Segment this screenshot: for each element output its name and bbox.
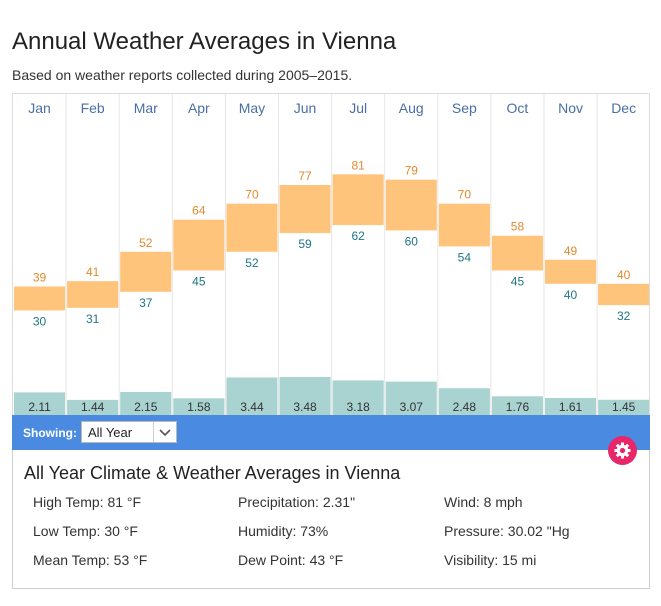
gear-icon (614, 442, 631, 459)
precip-bar (598, 399, 649, 416)
low-temp-label: 30 (33, 315, 47, 329)
precip-bar (14, 392, 66, 416)
temp-range-bar (332, 174, 384, 226)
month-label: Aug (399, 100, 424, 116)
precip-bar (385, 381, 437, 416)
stat-pressure: Pressure: 30.02 "Hg (444, 523, 570, 539)
month-label: Nov (558, 100, 583, 116)
month-label: Feb (81, 100, 105, 116)
month-label: Dec (611, 100, 636, 116)
precip-label: 1.76 (506, 400, 530, 414)
precip-bar (545, 397, 597, 416)
precip-bar (279, 377, 331, 416)
low-temp-label: 60 (405, 234, 419, 248)
month-label: Sep (452, 100, 477, 116)
low-temp-label: 40 (564, 288, 578, 302)
high-temp-label: 40 (617, 268, 631, 282)
high-temp-label: 49 (564, 244, 578, 258)
stat-visibility: Visibility: 15 mi (444, 552, 537, 568)
precip-label: 1.44 (81, 400, 105, 414)
precip-bar (491, 396, 543, 416)
stat-humidity: Humidity: 73% (238, 523, 329, 539)
precip-label: 1.45 (612, 400, 636, 414)
showing-label: Showing: (23, 426, 77, 440)
showing-bar: Showing: All Year (12, 415, 650, 450)
climate-chart: Jan 39 30 2.11 Feb 41 31 1.44 Mar 52 37 2.15 Apr 64 45… (12, 93, 650, 416)
chevron-down-icon (153, 422, 176, 442)
month-label: Jun (294, 100, 317, 116)
period-select[interactable]: All Year (81, 421, 177, 443)
precip-label: 3.44 (240, 400, 264, 414)
low-temp-label: 31 (86, 312, 100, 326)
precip-label: 3.48 (293, 400, 317, 414)
precip-label: 3.07 (400, 400, 424, 414)
low-temp-label: 59 (298, 237, 312, 251)
low-temp-label: 52 (245, 256, 259, 270)
high-temp-label: 41 (86, 265, 100, 279)
low-temp-label: 32 (617, 309, 631, 323)
precip-label: 2.11 (28, 400, 51, 414)
stat-wind: Wind: 8 mph (444, 494, 523, 510)
low-temp-label: 37 (139, 296, 153, 310)
temp-range-bar (491, 235, 543, 271)
month-label: Oct (507, 100, 529, 116)
month-label: Jul (349, 100, 367, 116)
precip-label: 2.15 (134, 400, 158, 414)
high-temp-label: 58 (511, 220, 525, 234)
low-temp-label: 54 (458, 250, 472, 264)
month-label: Jan (28, 100, 51, 116)
high-temp-label: 77 (298, 169, 312, 183)
temp-range-bar (14, 286, 66, 311)
stat-low-temp: Low Temp: 30 °F (33, 523, 138, 539)
temp-range-bar (438, 203, 490, 247)
high-temp-label: 70 (458, 188, 472, 202)
period-select-value: All Year (88, 425, 133, 440)
precip-bar (226, 377, 278, 416)
precip-label: 1.58 (187, 400, 211, 414)
stat-high-temp: High Temp: 81 °F (33, 494, 142, 510)
temp-range-bar (67, 281, 119, 308)
low-temp-label: 45 (511, 274, 525, 288)
temp-range-bar (173, 219, 225, 271)
summary-title: All Year Climate & Weather Averages in V… (24, 463, 401, 483)
temp-range-bar (385, 179, 437, 231)
stat-mean-temp: Mean Temp: 53 °F (33, 552, 148, 568)
month-label: Mar (134, 100, 158, 116)
high-temp-label: 52 (139, 236, 153, 250)
precip-label: 2.48 (453, 400, 477, 414)
low-temp-label: 62 (351, 229, 365, 243)
precip-bar (438, 388, 490, 416)
high-temp-label: 39 (33, 270, 47, 284)
month-label: Apr (188, 100, 210, 116)
page-title: Annual Weather Averages in Vienna (12, 28, 397, 55)
stat-dew-point: Dew Point: 43 °F (238, 552, 344, 568)
high-temp-label: 64 (192, 204, 206, 218)
temp-range-bar (279, 185, 331, 234)
low-temp-label: 45 (192, 274, 206, 288)
temp-range-bar (226, 203, 278, 252)
page-subtitle: Based on weather reports collected durin… (12, 67, 353, 83)
precip-bar (120, 391, 172, 416)
high-temp-label: 79 (405, 164, 419, 178)
temp-range-bar (598, 283, 649, 306)
month-label: May (239, 100, 265, 116)
precip-label: 1.61 (559, 400, 583, 414)
precip-bar (67, 399, 119, 416)
settings-button[interactable] (608, 436, 637, 465)
high-temp-label: 81 (351, 158, 365, 172)
summary-panel: All Year Climate & Weather Averages in V… (12, 450, 650, 589)
temp-range-bar (545, 259, 597, 284)
precip-label: 3.18 (346, 400, 370, 414)
climate-chart-svg: Jan 39 30 2.11 Feb 41 31 1.44 Mar 52 37 2.15 Apr 64 45… (14, 94, 649, 416)
precip-bar (173, 398, 225, 416)
temp-range-bar (120, 251, 172, 292)
precip-bar (332, 380, 384, 416)
high-temp-label: 70 (245, 188, 259, 202)
stat-precipitation: Precipitation: 2.31" (238, 494, 356, 510)
